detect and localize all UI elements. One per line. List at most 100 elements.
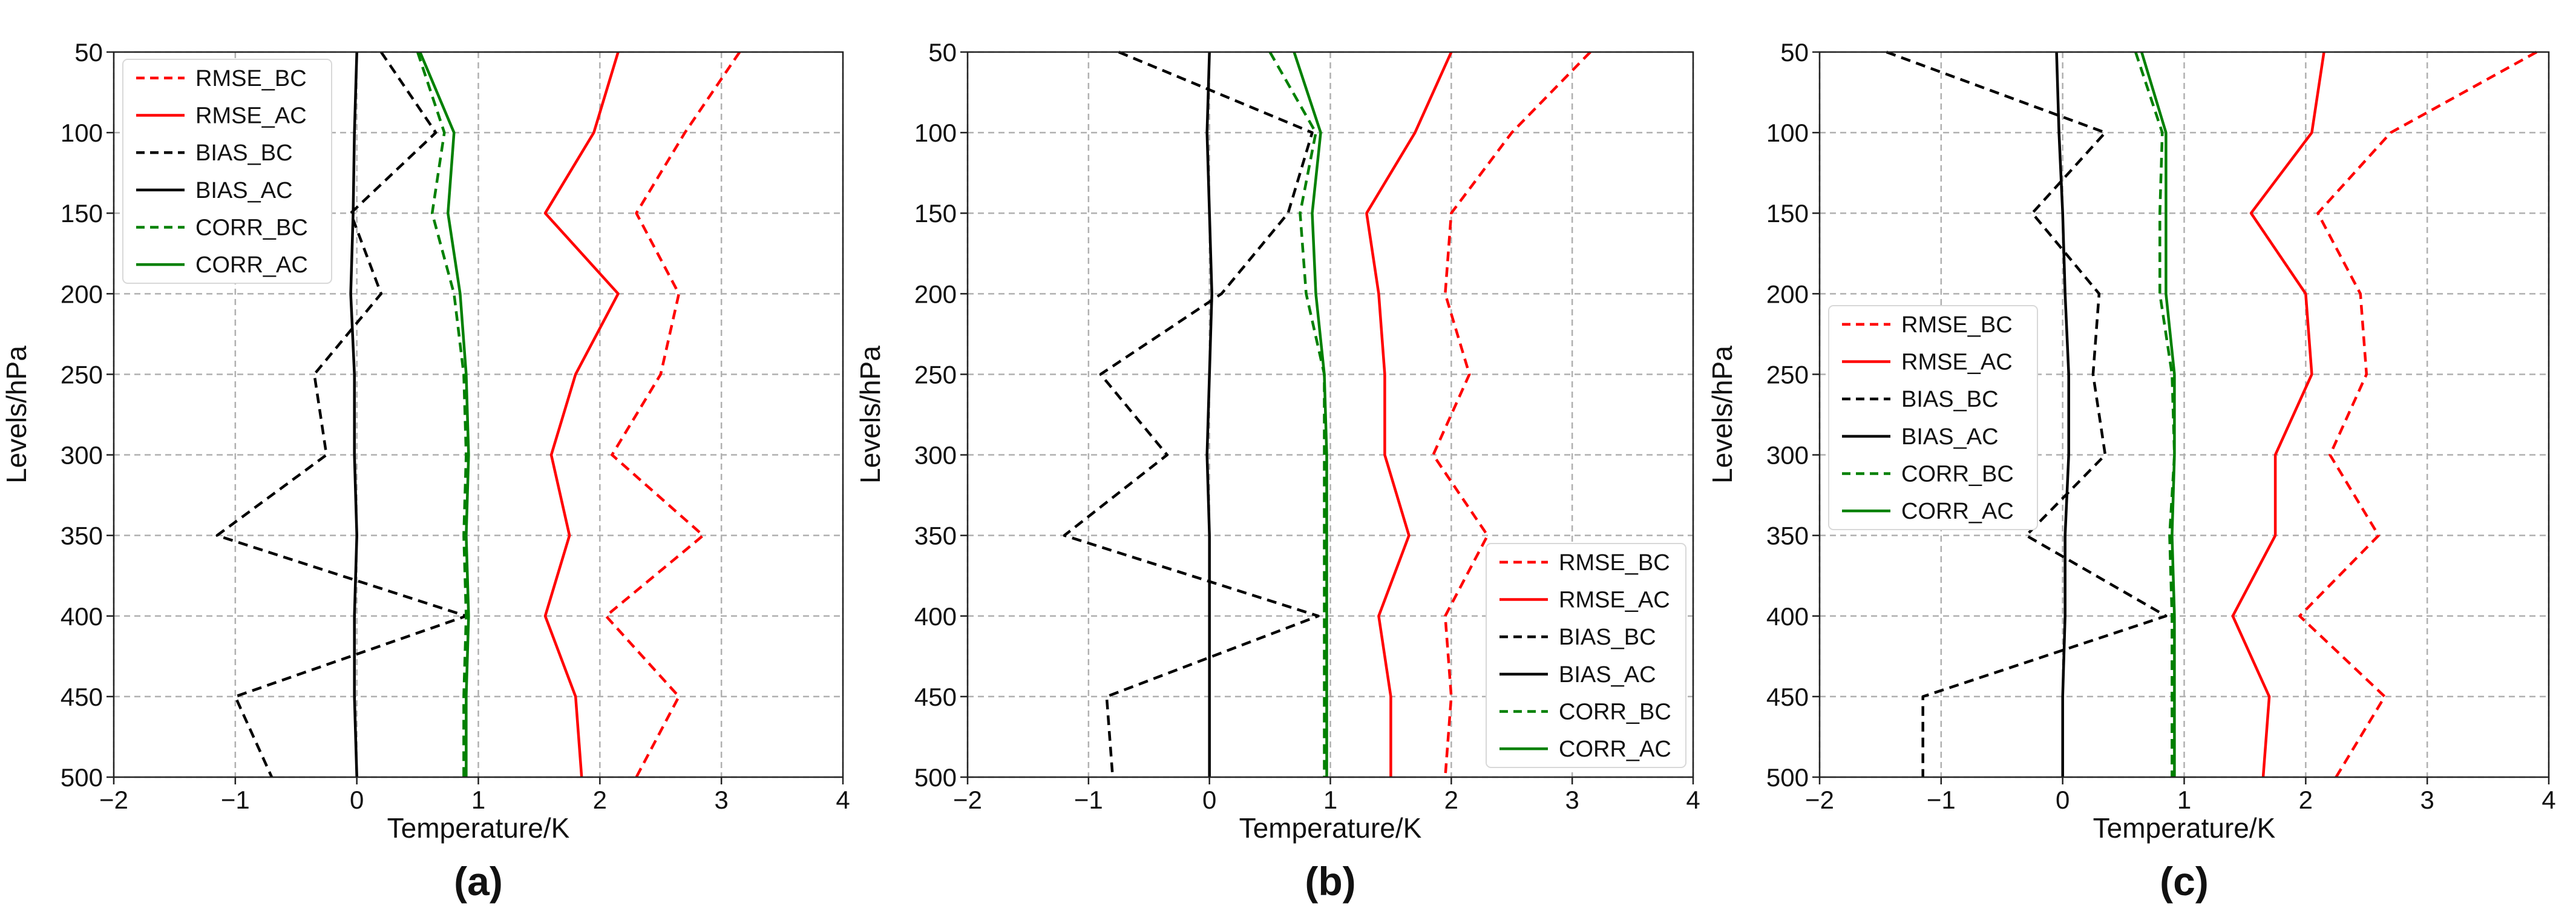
legend-box xyxy=(1828,305,2038,530)
legend-box xyxy=(1486,543,1686,768)
panel-label: (b) xyxy=(1305,859,1355,904)
legend-label: CORR_AC xyxy=(1901,499,2014,524)
y-tick-label: 300 xyxy=(61,441,103,470)
legend: RMSE_BC RMSE_AC BIAS_BC BIAS_AC CORR_BC CORR_… xyxy=(1828,305,2038,530)
series-line-rmse-bc xyxy=(2298,51,2537,778)
y-tick-label: 50 xyxy=(928,38,957,67)
y-tick-label: 250 xyxy=(914,360,957,389)
x-tick-label: 3 xyxy=(714,786,728,814)
legend-label: BIAS_AC xyxy=(1559,662,1656,688)
legend-label: CORR_AC xyxy=(1559,737,1671,762)
y-tick-label: 350 xyxy=(1766,522,1809,550)
x-tick-label: 4 xyxy=(2542,786,2555,814)
x-axis-label: Temperature/K xyxy=(2093,812,2276,844)
legend-label: BIAS_AC xyxy=(195,178,293,203)
x-tick-label: 2 xyxy=(2299,786,2313,814)
y-tick-label: 200 xyxy=(1766,280,1809,308)
series-line-rmse-ac xyxy=(2231,51,2325,778)
legend-label: RMSE_BC xyxy=(195,66,307,91)
panel-label: (c) xyxy=(2160,859,2209,904)
y-tick-label: 100 xyxy=(1766,119,1809,147)
y-tick-label: 400 xyxy=(1766,602,1809,631)
y-axis-label: Levels/hPa xyxy=(854,346,886,484)
legend-box xyxy=(122,59,332,284)
legend-label: RMSE_AC xyxy=(1901,350,2013,375)
y-tick-label: 350 xyxy=(61,522,103,550)
series-line-rmse-bc xyxy=(1432,51,1591,778)
series-line-corr-bc xyxy=(416,51,468,777)
series-line-bias-ac xyxy=(349,51,358,778)
y-tick-label: 350 xyxy=(914,522,957,550)
x-tick-label: 2 xyxy=(593,786,607,814)
y-tick-label: 100 xyxy=(914,119,957,147)
y-tick-label: 500 xyxy=(914,763,957,792)
x-tick-label: 3 xyxy=(2420,786,2434,814)
x-tick-label: 4 xyxy=(836,786,850,814)
series-group xyxy=(1063,50,1591,778)
panel-2: −2 −1 0 1 2 3 450100150200250300350400450500Te… xyxy=(1706,38,2556,904)
legend-label: RMSE_AC xyxy=(195,103,307,129)
y-tick-label: 500 xyxy=(61,763,103,792)
series-group xyxy=(215,51,741,778)
panel-label: (a) xyxy=(454,859,503,904)
series-line-bias-bc xyxy=(215,51,468,778)
x-axis-label: Temperature/K xyxy=(387,812,570,844)
legend-label: CORR_BC xyxy=(195,215,308,241)
x-tick-label: 4 xyxy=(1686,786,1700,814)
x-tick-label: −2 xyxy=(99,786,128,814)
y-tick-label: 450 xyxy=(914,683,957,711)
panel-1: −2 −1 0 1 2 3 450100150200250300350400450500Te… xyxy=(854,38,1700,904)
legend-label: RMSE_BC xyxy=(1901,312,2013,338)
y-tick-label: 50 xyxy=(74,38,103,67)
y-tick-label: 500 xyxy=(1766,763,1809,792)
x-tick-label: 0 xyxy=(1202,786,1216,814)
x-tick-label: −1 xyxy=(221,786,250,814)
legend-label: RMSE_AC xyxy=(1559,588,1670,613)
x-tick-label: −2 xyxy=(953,786,982,814)
y-tick-label: 300 xyxy=(914,441,957,470)
series-line-corr-bc xyxy=(1268,51,1326,777)
y-tick-label: 200 xyxy=(61,280,103,308)
y-tick-label: 150 xyxy=(61,199,103,228)
series-line-bias-bc xyxy=(1886,50,2168,777)
x-tick-label: −2 xyxy=(1805,786,1834,814)
y-tick-label: 50 xyxy=(1780,38,1809,67)
y-tick-label: 400 xyxy=(61,602,103,631)
x-tick-label: 0 xyxy=(350,786,364,814)
y-tick-label: 450 xyxy=(61,683,103,711)
series-line-rmse-ac xyxy=(1365,51,1453,777)
legend-label: RMSE_BC xyxy=(1559,550,1670,576)
x-tick-label: 0 xyxy=(2056,786,2070,814)
y-tick-label: 450 xyxy=(1766,683,1809,711)
legend: RMSE_BC RMSE_AC BIAS_BC BIAS_AC CORR_BC CORR_… xyxy=(122,59,332,284)
x-tick-label: 3 xyxy=(1565,786,1579,814)
series-line-rmse-ac xyxy=(543,51,620,778)
x-axis-label: Temperature/K xyxy=(1239,812,1422,844)
legend-label: BIAS_BC xyxy=(1559,625,1656,650)
series-line-bias-ac xyxy=(1205,51,1213,777)
series-line-bias-bc xyxy=(1063,50,1320,778)
x-tick-label: 2 xyxy=(1444,786,1458,814)
x-tick-label: −1 xyxy=(1927,786,1956,814)
y-tick-label: 400 xyxy=(914,602,957,631)
series-line-corr-ac xyxy=(1293,51,1328,777)
legend: RMSE_BC RMSE_AC BIAS_BC BIAS_AC CORR_BC CORR_… xyxy=(1486,543,1686,768)
x-tick-label: 1 xyxy=(471,786,485,814)
y-tick-label: 100 xyxy=(61,119,103,147)
y-tick-label: 200 xyxy=(914,280,957,308)
series-line-corr-ac xyxy=(2140,51,2176,777)
x-tick-label: −1 xyxy=(1074,786,1103,814)
series-line-corr-ac xyxy=(419,51,470,777)
series-group xyxy=(1886,50,2537,778)
legend-label: BIAS_BC xyxy=(195,140,293,166)
series-line-corr-bc xyxy=(2134,51,2176,777)
y-axis-label: Levels/hPa xyxy=(1706,346,1738,484)
legend-label: BIAS_AC xyxy=(1901,424,1999,450)
y-tick-label: 250 xyxy=(1766,360,1809,389)
y-tick-label: 150 xyxy=(1766,199,1809,228)
legend-label: CORR_AC xyxy=(195,252,308,278)
series-line-rmse-bc xyxy=(605,51,741,778)
x-tick-label: 1 xyxy=(2177,786,2191,814)
y-tick-label: 250 xyxy=(61,360,103,389)
